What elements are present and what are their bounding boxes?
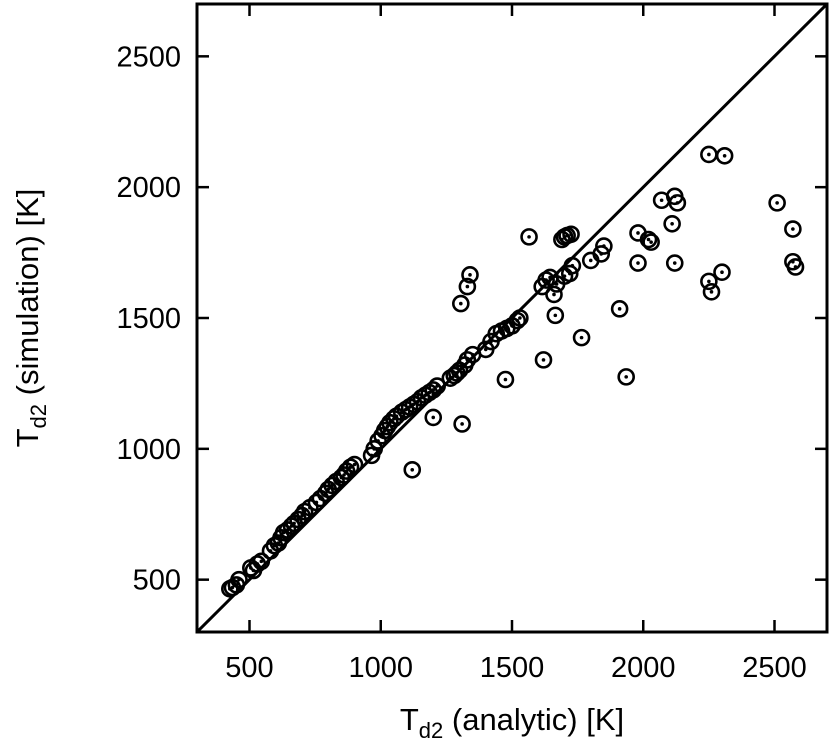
y-axis-label-subscript: d2 (26, 404, 51, 428)
x-tick-label: 2500 (742, 652, 807, 684)
data-points (221, 145, 805, 598)
data-point (768, 194, 786, 212)
y-tick-label: 2500 (116, 41, 181, 73)
data-point (702, 283, 721, 301)
data-point (452, 294, 470, 313)
data-point (546, 306, 565, 325)
data-point (715, 146, 734, 165)
data-point (520, 228, 538, 246)
data-point (496, 370, 515, 389)
y-tick-label: 1000 (116, 434, 181, 466)
y-tick-label: 2000 (116, 172, 181, 204)
data-point (461, 266, 479, 284)
data-point (458, 277, 477, 296)
x-tick-label: 1000 (348, 652, 413, 684)
x-tick-label: 2000 (611, 652, 676, 684)
data-point (786, 258, 805, 276)
x-tick-label: 1500 (480, 652, 545, 684)
y-axis-ticks: 500 1000 1500 2000 2500 (116, 41, 827, 597)
data-point (508, 311, 527, 330)
data-point (665, 254, 684, 272)
data-point (511, 309, 529, 327)
x-axis-label-subscript: d2 (419, 718, 443, 743)
data-point (562, 225, 580, 244)
data-point (424, 408, 443, 427)
data-point (617, 368, 635, 386)
x-axis-ticks: 500 1000 1500 2000 2500 (225, 4, 807, 684)
data-point (252, 552, 271, 571)
y-axis-label: Td2 (simulation) [K] (10, 189, 51, 448)
data-point (403, 460, 422, 479)
plot-content (197, 4, 827, 632)
y-axis-label-rest: (simulation) [K] (10, 189, 45, 404)
data-point (453, 415, 471, 433)
data-point (642, 233, 660, 251)
data-point (639, 230, 658, 249)
data-point (595, 237, 613, 255)
data-point (629, 254, 647, 272)
x-axis-label-base: T (400, 702, 419, 737)
x-tick-label: 500 (225, 652, 273, 684)
data-point (563, 256, 582, 275)
data-point (668, 194, 687, 212)
data-point (534, 351, 553, 369)
y-tick-label: 500 (133, 565, 181, 597)
x-axis-label: Td2 (analytic) [K] (400, 702, 624, 743)
data-point (700, 145, 718, 164)
y-tick-label: 1500 (116, 303, 181, 335)
data-point (345, 455, 364, 474)
data-point (610, 300, 629, 318)
data-point (230, 570, 248, 589)
data-point (700, 272, 718, 291)
data-point (784, 220, 802, 238)
data-point (713, 263, 731, 282)
x-axis-label-rest: (analytic) [K] (443, 702, 624, 737)
data-point (663, 215, 681, 233)
data-point (545, 285, 563, 304)
data-point (428, 377, 446, 395)
data-point (572, 328, 591, 347)
y-axis-label-base: T (10, 428, 45, 447)
